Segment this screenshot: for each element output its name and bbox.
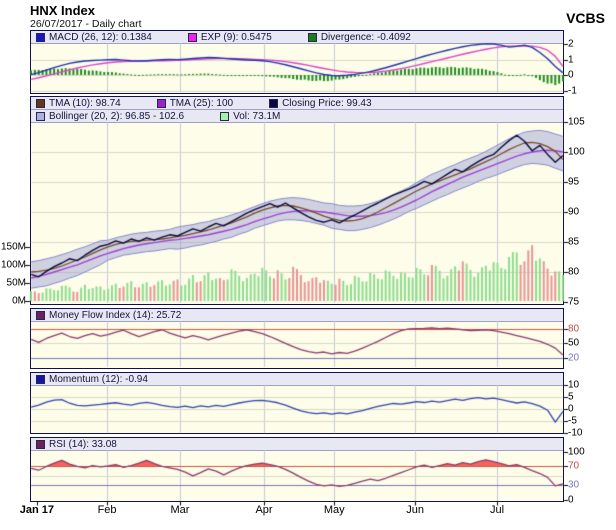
chart-canvas[interactable]	[0, 0, 616, 530]
chart-window: HNX Index 26/07/2017 - Daily chart VCBS …	[0, 0, 616, 530]
